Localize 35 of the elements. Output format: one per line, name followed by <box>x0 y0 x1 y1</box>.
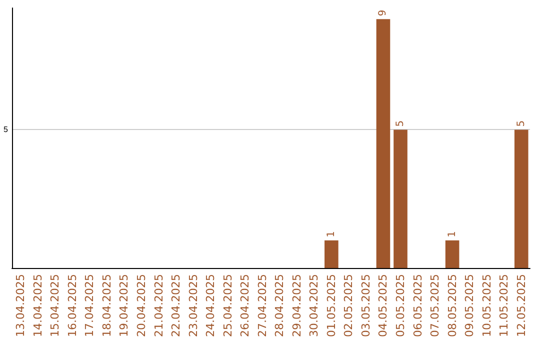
data-label: 1 <box>446 230 458 238</box>
x-tick-label: 13.04.2025 <box>14 274 28 338</box>
x-tick-label: 18.04.2025 <box>100 274 114 338</box>
x-tick-label: 30.04.2025 <box>308 274 321 338</box>
x-tick-label: 27.04.2025 <box>256 274 269 338</box>
x-tick-label: 24.04.2025 <box>204 274 218 338</box>
x-tick-label: 29.04.2025 <box>290 274 304 338</box>
x-tick-label: 11.05.2025 <box>498 274 511 338</box>
x-tick-label: 14.04.2025 <box>31 274 44 338</box>
x-tick-label: 01.05.2025 <box>324 274 338 338</box>
x-tick-label: 21.04.2025 <box>152 274 166 338</box>
x-tick-label: 17.04.2025 <box>83 274 96 338</box>
x-tick-label: 19.04.2025 <box>118 274 131 338</box>
x-tick-label: 20.04.2025 <box>135 274 148 338</box>
x-tick-label: 26.04.2025 <box>238 274 252 338</box>
x-tick-label: 06.05.2025 <box>411 274 424 338</box>
x-tick-label: 08.05.2025 <box>446 274 459 338</box>
data-label: 9 <box>378 10 389 16</box>
x-tick-label: 04.05.2025 <box>376 274 390 338</box>
x-tick-label: 22.04.2025 <box>170 274 183 338</box>
x-tick-label: 23.04.2025 <box>186 274 200 338</box>
x-tick-label: 15.04.2025 <box>48 274 62 338</box>
x-tick-label: 03.05.2025 <box>359 274 372 338</box>
data-label: 1 <box>326 230 337 238</box>
x-tick-label: 16.04.2025 <box>66 274 79 338</box>
x-tick-label: 10.05.2025 <box>480 274 494 338</box>
x-tick-label: 12.05.2025 <box>514 274 528 338</box>
x-tick-label: 25.04.2025 <box>221 274 234 338</box>
x-tick-label: 02.05.2025 <box>342 274 356 338</box>
data-label: 5 <box>395 120 406 127</box>
x-tick-label: 07.05.2025 <box>428 274 442 338</box>
x-tick-label: 05.05.2025 <box>394 274 407 338</box>
x-tick-label: 28.04.2025 <box>273 274 286 338</box>
data-label: 5 <box>516 120 527 127</box>
x-tick-label: 09.05.2025 <box>463 274 476 338</box>
